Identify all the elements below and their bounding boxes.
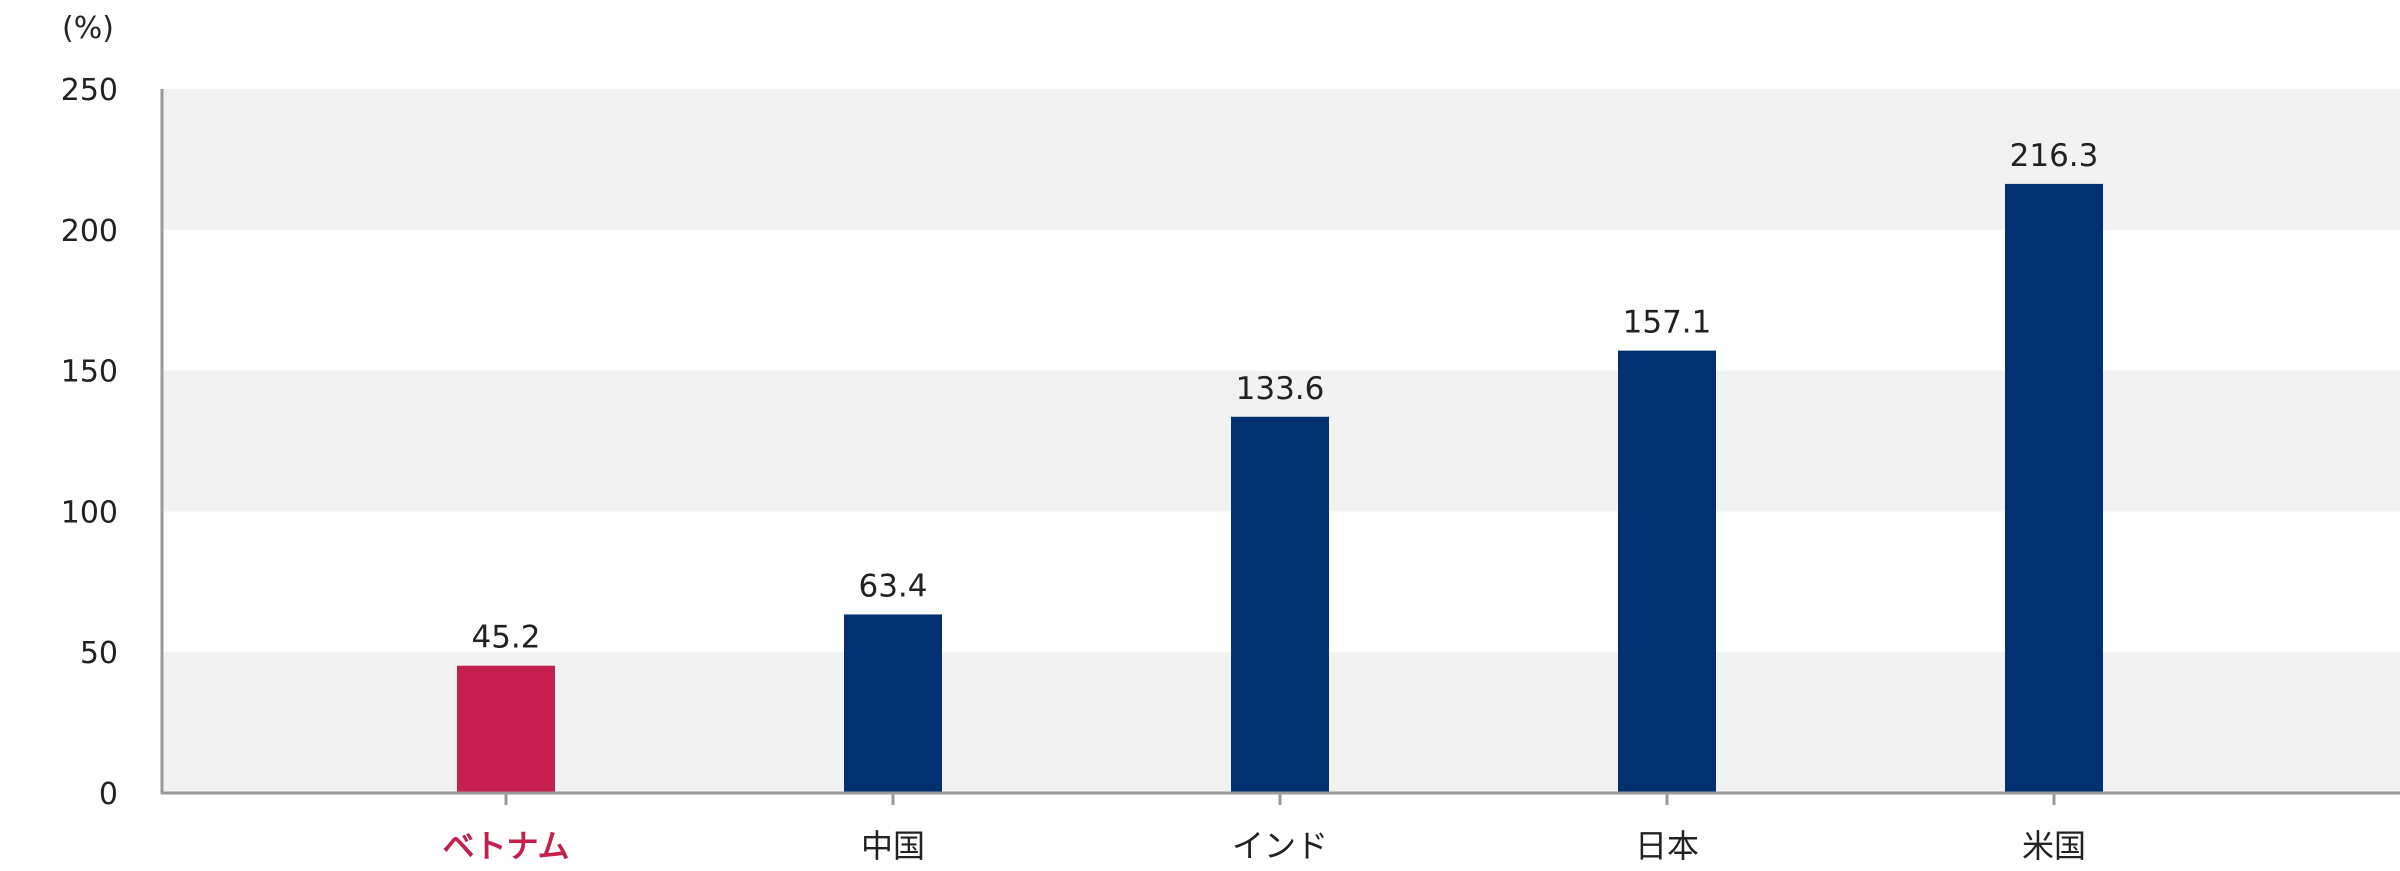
data-label: 216.3 bbox=[2010, 138, 2099, 174]
y-tick-label: 0 bbox=[99, 777, 118, 812]
x-tick-label: 日本 bbox=[1635, 827, 1699, 865]
y-tick-label: 100 bbox=[61, 495, 118, 530]
axes bbox=[160, 89, 2400, 805]
x-tick-label: 中国 bbox=[861, 827, 925, 865]
data-label: 157.1 bbox=[1623, 305, 1712, 341]
y-tick-label: 250 bbox=[61, 73, 118, 108]
x-tick-label: 米国 bbox=[2022, 827, 2086, 865]
bar bbox=[844, 614, 942, 793]
x-tick-labels: ベトナム 中国 インド 日本 米国 bbox=[442, 827, 2086, 865]
y-tick-label: 200 bbox=[61, 214, 118, 249]
bar bbox=[1618, 350, 1716, 793]
x-tick-label: ベトナム bbox=[442, 827, 569, 865]
data-label: 133.6 bbox=[1236, 371, 1325, 407]
bars bbox=[457, 183, 2103, 794]
bar bbox=[1231, 416, 1329, 793]
y-tick-label: 150 bbox=[61, 355, 118, 390]
bar bbox=[457, 665, 555, 793]
x-tick-label: インド bbox=[1232, 827, 1328, 865]
data-label: 45.2 bbox=[471, 620, 540, 656]
data-label: 63.4 bbox=[858, 568, 927, 604]
y-tick-label: 50 bbox=[80, 636, 118, 671]
y-tick-labels: 0 50 100 150 200 250 bbox=[61, 73, 118, 812]
y-axis-unit-label: (%) bbox=[62, 11, 114, 46]
data-labels: 45.2 63.4 133.6 157.1 216.3 bbox=[471, 138, 2098, 656]
bar bbox=[2005, 183, 2103, 794]
